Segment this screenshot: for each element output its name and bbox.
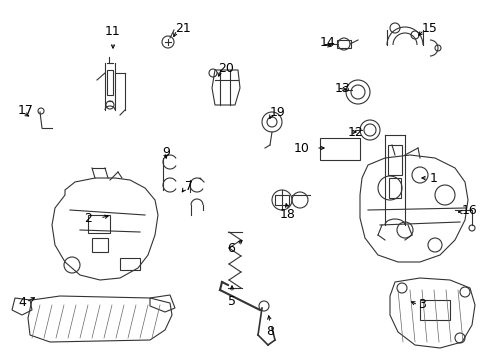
Text: 11: 11 <box>105 25 121 38</box>
Bar <box>107 70 113 95</box>
Text: 16: 16 <box>461 203 477 216</box>
Bar <box>336 40 350 48</box>
Text: 4: 4 <box>18 296 26 309</box>
Text: 6: 6 <box>226 242 235 255</box>
Text: 21: 21 <box>175 22 190 35</box>
Text: 10: 10 <box>293 141 309 154</box>
Text: 18: 18 <box>280 208 295 221</box>
Bar <box>88 215 110 233</box>
Text: 1: 1 <box>429 171 437 184</box>
Text: 20: 20 <box>218 62 233 75</box>
Text: 14: 14 <box>319 36 335 49</box>
Text: 15: 15 <box>421 22 437 35</box>
Bar <box>274 195 288 205</box>
Bar <box>388 178 400 198</box>
Bar <box>419 300 449 320</box>
Text: 7: 7 <box>184 180 193 193</box>
Bar <box>387 145 401 175</box>
Text: 9: 9 <box>162 145 169 158</box>
Text: 12: 12 <box>347 126 363 139</box>
Text: 17: 17 <box>18 104 34 117</box>
Text: 8: 8 <box>265 325 273 338</box>
Bar <box>120 258 140 270</box>
Text: 19: 19 <box>269 105 285 118</box>
Bar <box>319 138 359 160</box>
Bar <box>92 238 108 252</box>
Text: 5: 5 <box>227 295 236 308</box>
Text: 3: 3 <box>417 298 425 311</box>
Text: 13: 13 <box>334 81 350 94</box>
Text: 2: 2 <box>84 211 92 225</box>
